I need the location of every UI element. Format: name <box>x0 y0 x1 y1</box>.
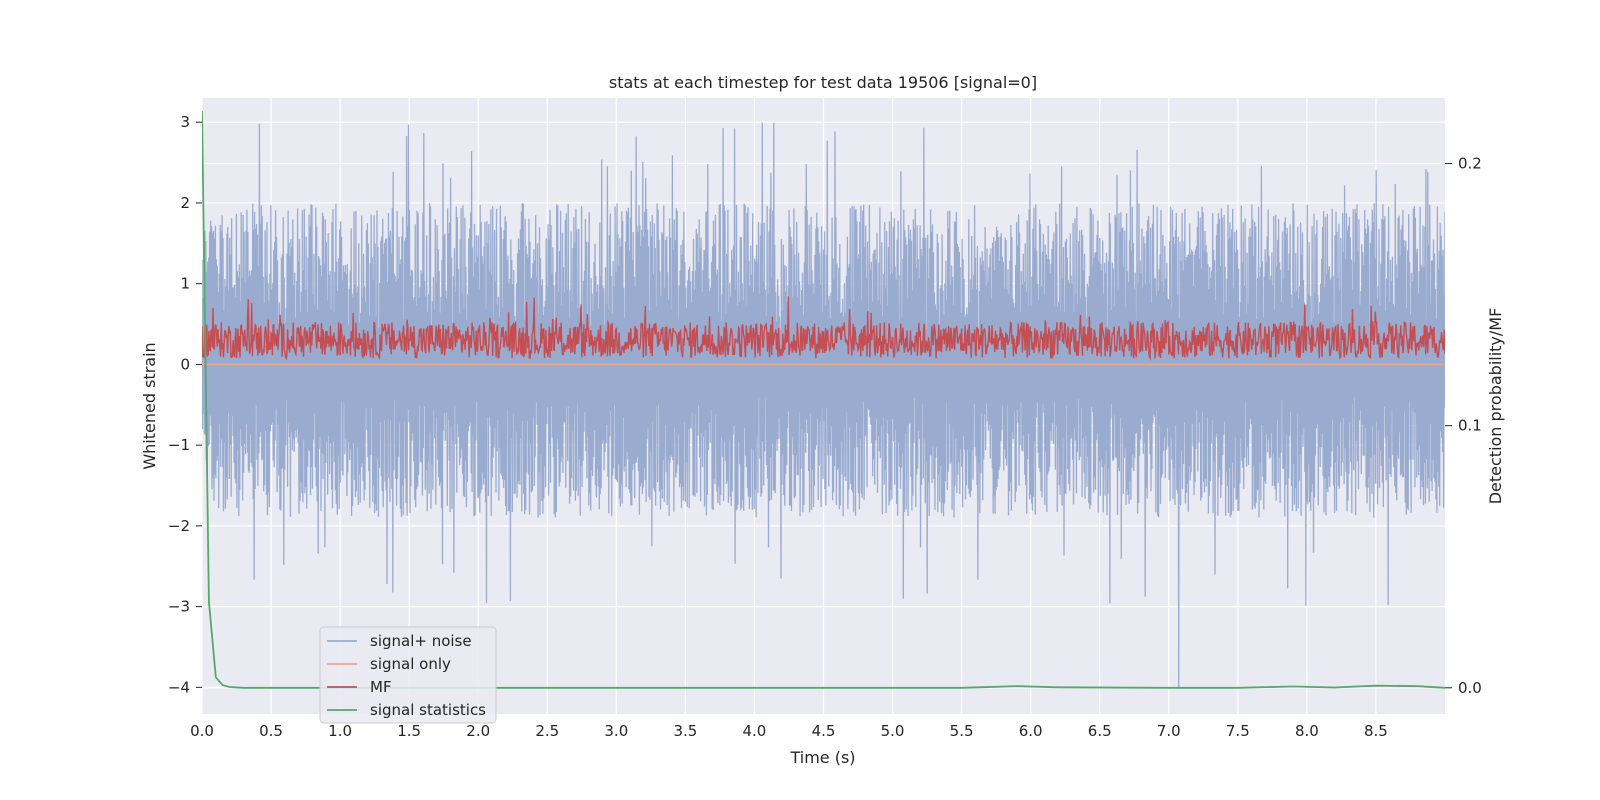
y-tick-label: 3 <box>180 113 190 131</box>
y2-tick-label: 0.1 <box>1458 417 1482 435</box>
y-tick-label: −3 <box>168 598 190 616</box>
legend-label: signal statistics <box>370 701 486 719</box>
legend: signal+ noise signal only MF signal statist… <box>319 626 497 724</box>
x-tick-label: 6.0 <box>1019 722 1043 740</box>
x-tick-label: 2.5 <box>535 722 559 740</box>
y-tick-label: 2 <box>180 194 190 212</box>
x-tick-label: 4.0 <box>743 722 767 740</box>
x-tick-label: 1.5 <box>397 722 421 740</box>
series-mf-line <box>202 296 1445 361</box>
legend-box <box>319 626 497 724</box>
x-tick-label: 5.5 <box>950 722 974 740</box>
x-tick-label: 7.5 <box>1226 722 1250 740</box>
y-tick-label: 0 <box>180 355 190 373</box>
y2-tick-label: 0.0 <box>1458 679 1482 697</box>
x-tick-label: 1.0 <box>328 722 352 740</box>
x-tick-label: 4.5 <box>812 722 836 740</box>
y2-tick-label: 0.2 <box>1458 155 1482 173</box>
x-tick-label: 3.0 <box>604 722 628 740</box>
legend-label: signal+ noise <box>370 632 472 650</box>
x-tick-label: 6.5 <box>1088 722 1112 740</box>
x-tick-label: 2.0 <box>466 722 490 740</box>
x-tick-label: 0.0 <box>190 722 214 740</box>
x-tick-label: 0.5 <box>259 722 283 740</box>
tick-labels: 0.0 0.5 1.0 1.5 2.0 2.5 3.0 3.5 4.0 4.5 5.0 5.5 6.0 6… <box>168 113 1482 740</box>
x-tick-label: 8.5 <box>1364 722 1388 740</box>
x-tick-label: 7.0 <box>1157 722 1181 740</box>
y2-axis-label: Detection probability/MF <box>1486 308 1505 505</box>
x-tick-label: 8.0 <box>1295 722 1319 740</box>
series-signal-statistics-line <box>202 111 1445 689</box>
x-axis-label: Time (s) <box>789 748 855 767</box>
y-tick-label: −4 <box>168 678 190 696</box>
x-tick-label: 5.0 <box>881 722 905 740</box>
y-tick-label: −2 <box>168 517 190 535</box>
series-signal-noise-line <box>202 122 1445 688</box>
y-tick-label: 1 <box>180 275 190 293</box>
legend-label: MF <box>370 678 392 696</box>
y-tick-label: −1 <box>168 436 190 454</box>
chart-title: stats at each timestep for test data 195… <box>609 73 1037 92</box>
y-axis-label: Whitened strain <box>140 342 159 469</box>
x-tick-label: 3.5 <box>673 722 697 740</box>
legend-label: signal only <box>370 655 451 673</box>
series-layer <box>202 111 1445 689</box>
